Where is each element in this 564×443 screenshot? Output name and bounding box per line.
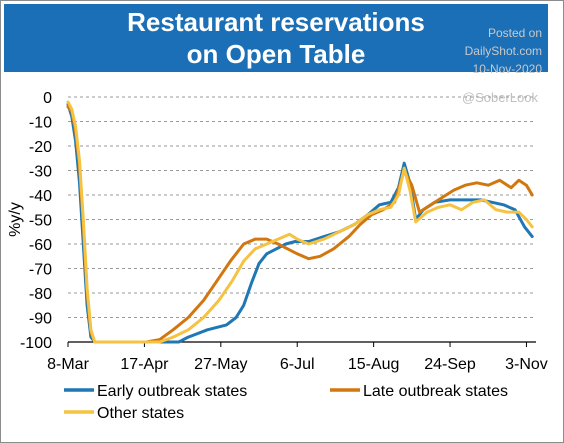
y-axis-ticks: 0 -10 -20 -30 -40 -50 -60 -70 -80 -90 -100 <box>20 90 52 352</box>
watermark-posted: Posted on <box>487 26 542 40</box>
x-tick-label: 15-Aug <box>348 356 400 373</box>
y-tick-label: -30 <box>29 164 52 181</box>
y-tick-label: -20 <box>29 139 52 156</box>
y-tick-label: -90 <box>29 311 52 328</box>
y-tick-label: -80 <box>29 286 52 303</box>
series-line-0 <box>66 102 534 344</box>
watermark: Posted on DailyShot.com 10-Nov-2020 <box>465 24 542 78</box>
chart-title-line1: Restaurant reservations <box>127 7 425 37</box>
legend-label: Late outbreak states <box>363 383 508 400</box>
x-tick-label: 17-Apr <box>120 356 169 373</box>
chart-title-line2: on Open Table <box>186 39 366 69</box>
legend: Early outbreak states Late outbreak state… <box>64 383 508 422</box>
y-tick-label: 0 <box>43 90 52 107</box>
y-axis-title: %y/y <box>7 202 24 237</box>
x-tick-label: 3-Nov <box>505 356 548 373</box>
y-tick-label: -10 <box>29 115 52 132</box>
x-tick-label: 8-Mar <box>47 356 89 373</box>
watermark-handle: @SoberLook <box>461 90 538 105</box>
x-tick-label: 27-May <box>194 356 247 373</box>
y-tick-label: -50 <box>29 213 52 230</box>
gridlines <box>68 96 536 343</box>
x-tick-label: 6-Jul <box>280 356 315 373</box>
y-tick-label: -100 <box>20 335 52 352</box>
series-line-2 <box>66 100 534 344</box>
x-tick-label: 24-Sep <box>424 356 476 373</box>
series-line-1 <box>66 105 534 344</box>
title-banner: Restaurant reservations on Open Table <box>4 4 548 72</box>
x-axis-ticks: 8-Mar 17-Apr 27-May 6-Jul 15-Aug 24-Sep 3-Nov <box>47 342 548 373</box>
y-tick-label: -70 <box>29 262 52 279</box>
watermark-site: DailyShot.com <box>464 44 542 58</box>
watermark-date: 10-Nov-2020 <box>472 62 542 76</box>
legend-label: Early outbreak states <box>97 383 247 400</box>
y-tick-label: -40 <box>29 188 52 205</box>
series-lines <box>66 100 534 344</box>
legend-label: Other states <box>97 405 184 422</box>
y-tick-label: -60 <box>29 237 52 254</box>
